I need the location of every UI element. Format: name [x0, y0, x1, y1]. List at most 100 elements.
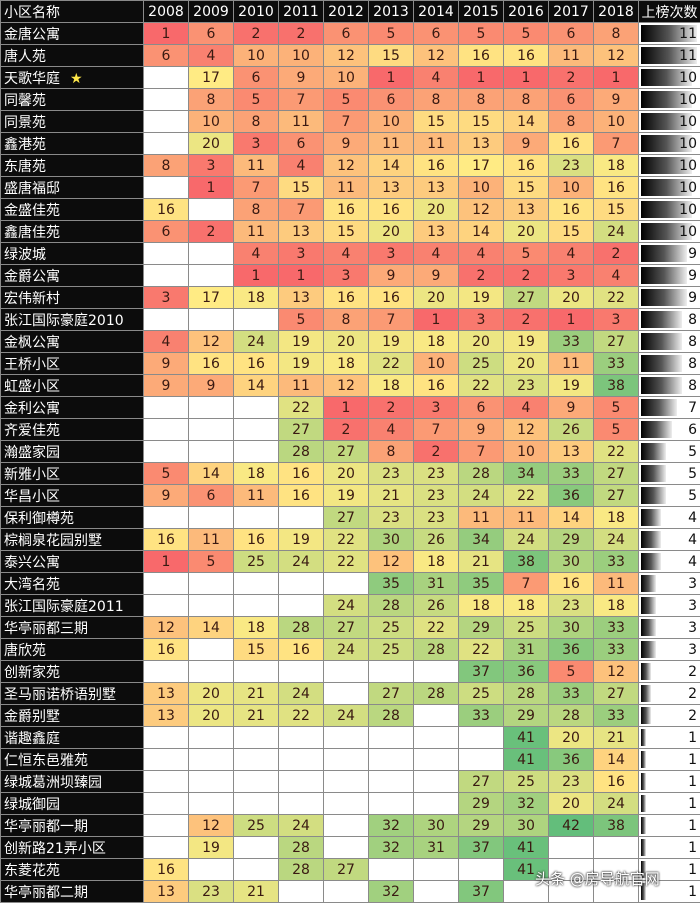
count-value: 1: [688, 795, 697, 812]
rank-cell: 30: [503, 814, 549, 837]
rank-cell: 2: [413, 440, 459, 463]
rank-cell: 16: [278, 484, 324, 507]
rank-cell: 24: [503, 528, 549, 551]
table-row: 天歌华庭 ★ 17 6 9 10 1 4 1 1 2 1 10: [0, 66, 700, 89]
rank-cell: 2: [323, 418, 369, 441]
rank-cell: 1: [413, 308, 459, 331]
row-name: 瀚盛家园: [0, 440, 144, 463]
rank-cell: 7: [278, 88, 324, 111]
rank-cell: 11: [593, 572, 639, 595]
count-value: 10: [679, 157, 697, 174]
count-bar: [641, 817, 646, 834]
rank-cell: 4: [548, 242, 594, 265]
community-name: 绿城葛洲坝臻园: [4, 774, 102, 791]
count-value: 10: [679, 201, 697, 218]
count-value: 8: [688, 377, 697, 394]
count-value: 10: [679, 135, 697, 152]
rank-cell: 16: [368, 286, 414, 309]
rank-cell: 23: [188, 880, 234, 903]
count-cell: 2: [638, 660, 700, 683]
rank-cell: 14: [593, 748, 639, 771]
rank-cell: 14: [368, 154, 414, 177]
rank-cell: 11: [323, 176, 369, 199]
rank-cell: [143, 792, 189, 815]
rank-cell: 5: [323, 88, 369, 111]
community-name: 保利御樽苑: [4, 510, 74, 527]
rank-cell: 27: [323, 506, 369, 529]
rank-cell: [233, 748, 279, 771]
rank-cell: 27: [368, 682, 414, 705]
rank-cell: 12: [323, 374, 369, 397]
rank-cell: 6: [368, 88, 414, 111]
rank-cell: 6: [233, 66, 279, 89]
rank-cell: 10: [323, 66, 369, 89]
table-row: 唐欣苑 16 15 16 24 25 28 22 31 36 33 3: [0, 638, 700, 661]
rank-cell: [368, 726, 414, 749]
community-name: 大湾名苑: [4, 576, 60, 593]
rank-cell: [458, 748, 504, 771]
count-value: 1: [688, 861, 697, 878]
rank-cell: 8: [233, 198, 279, 221]
rank-cell: 27: [278, 418, 324, 441]
row-name: 新雅小区: [0, 462, 144, 485]
count-bar: [641, 487, 666, 504]
rank-cell: [143, 418, 189, 441]
rank-cell: 2: [548, 66, 594, 89]
count-bar: [641, 685, 651, 702]
rank-cell: 18: [593, 154, 639, 177]
rank-cell: 19: [323, 484, 369, 507]
rank-cell: 12: [503, 418, 549, 441]
rank-cell: 20: [503, 220, 549, 243]
watermark: 头条 @房导航官网: [535, 870, 660, 888]
rank-cell: [143, 506, 189, 529]
rank-cell: [188, 594, 234, 617]
rank-cell: 25: [503, 770, 549, 793]
rank-cell: [413, 792, 459, 815]
rank-cell: 18: [593, 506, 639, 529]
table-row: 创新家苑 37 36 5 12 2: [0, 660, 700, 683]
rank-cell: 7: [368, 308, 414, 331]
row-name: 鑫港苑: [0, 132, 144, 155]
count-bar: [641, 201, 692, 218]
rank-cell: 12: [368, 550, 414, 573]
rank-cell: 2: [503, 308, 549, 331]
rank-cell: 6: [188, 22, 234, 45]
rank-cell: 28: [413, 682, 459, 705]
row-name: 绿城御园: [0, 792, 144, 815]
rank-cell: 12: [323, 44, 369, 67]
rank-cell: 6: [323, 22, 369, 45]
rank-cell: 16: [413, 154, 459, 177]
rank-cell: 28: [548, 704, 594, 727]
count-bar: [641, 861, 646, 878]
table-row: 泰兴公寓 1 5 25 24 22 12 18 21 38 30 33 4: [0, 550, 700, 573]
rank-cell: 16: [413, 374, 459, 397]
count-cell: 1: [638, 880, 700, 903]
count-cell: 3: [638, 616, 700, 639]
rank-cell: 22: [593, 440, 639, 463]
rank-cell: 1: [278, 264, 324, 287]
rank-cell: 5: [278, 308, 324, 331]
rank-cell: 12: [458, 198, 504, 221]
count-bar: [641, 91, 692, 108]
rank-cell: 5: [593, 418, 639, 441]
rank-cell: 18: [323, 352, 369, 375]
rank-cell: 1: [548, 308, 594, 331]
rank-cell: [143, 660, 189, 683]
rank-cell: 26: [413, 594, 459, 617]
community-name: 唐人苑: [4, 48, 46, 65]
count-bar: [641, 575, 656, 592]
count-cell: 1: [638, 814, 700, 837]
rank-cell: [233, 660, 279, 683]
rank-cell: 24: [278, 550, 324, 573]
count-value: 8: [688, 333, 697, 350]
count-cell: 9: [638, 264, 700, 287]
rank-cell: 22: [278, 704, 324, 727]
rank-cell: 11: [233, 220, 279, 243]
rank-cell: 5: [503, 242, 549, 265]
header-row: 小区名称 2008 2009 2010 2011 2012 2013 2014 2015 201…: [0, 0, 700, 23]
rank-cell: 12: [593, 660, 639, 683]
table-row: 东唐苑 8 3 11 4 12 14 16 17 16 23 18 10: [0, 154, 700, 177]
rank-cell: 16: [278, 462, 324, 485]
rank-cell: 23: [368, 462, 414, 485]
rank-cell: 20: [503, 352, 549, 375]
